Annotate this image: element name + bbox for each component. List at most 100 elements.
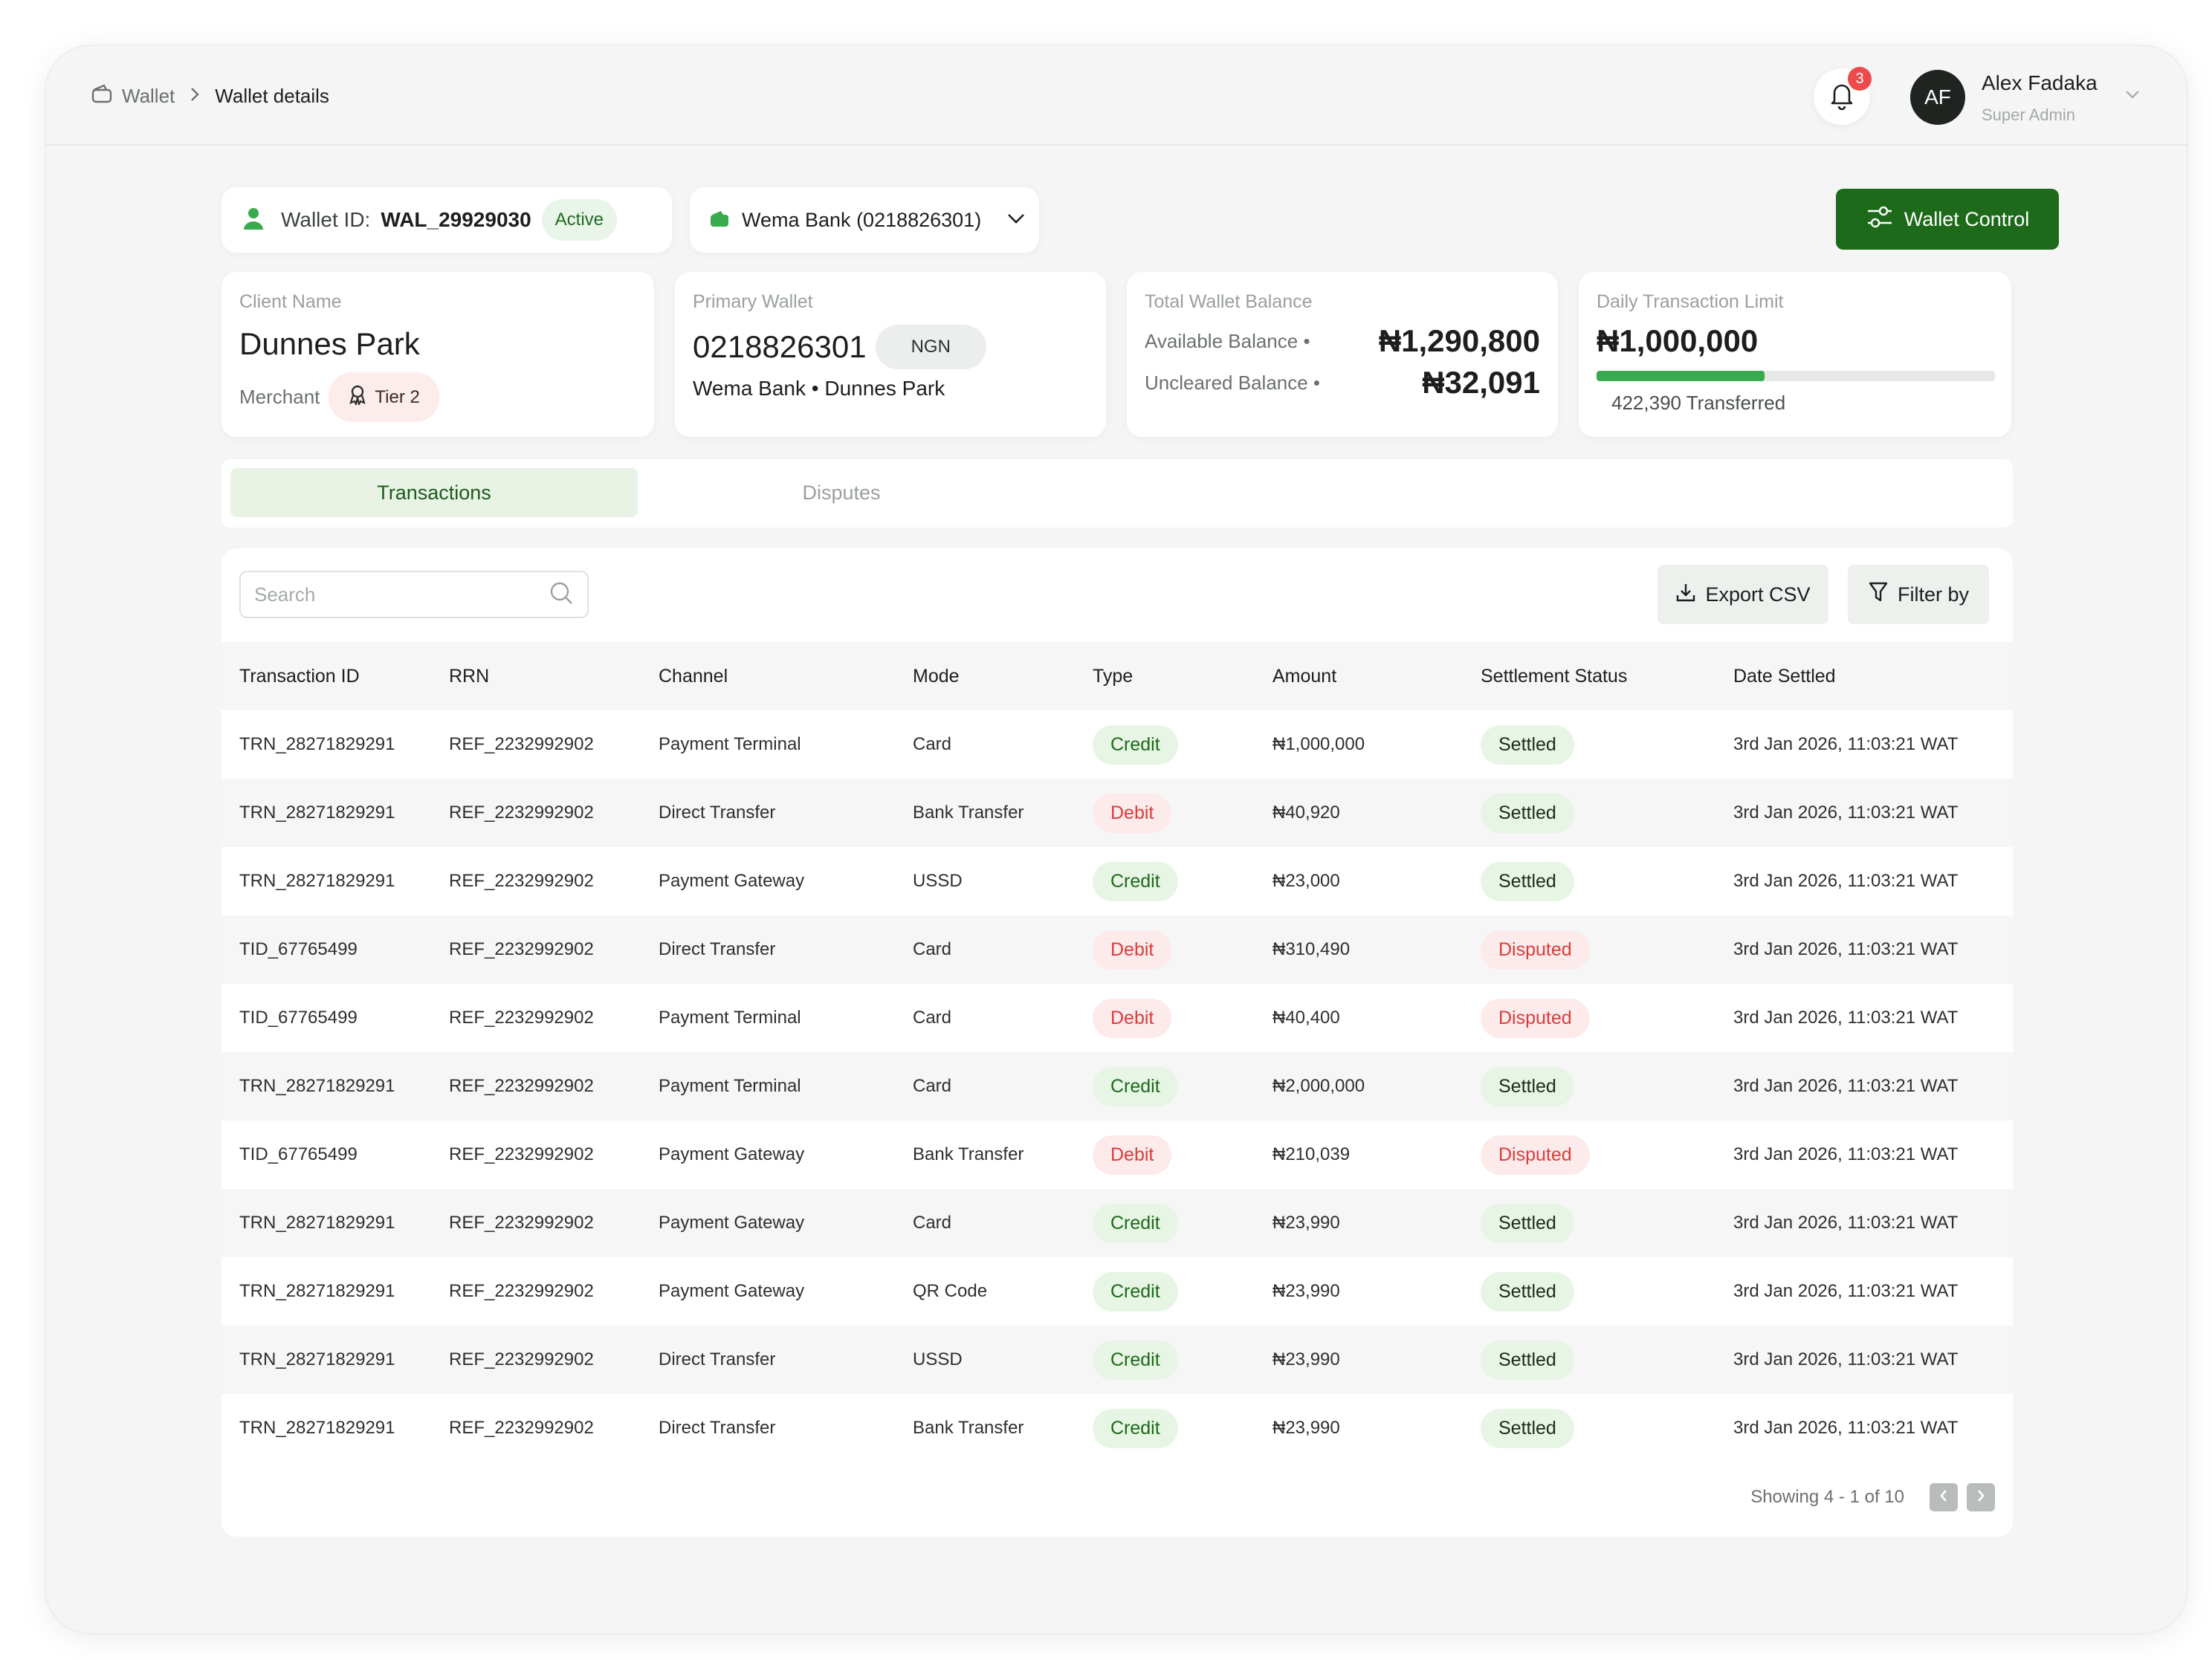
cell-type: Debit xyxy=(1093,915,1172,984)
cell-transaction-id: TRN_28271829291 xyxy=(239,803,395,823)
top-bar: Wallet Wallet details 3 AF Alex Fadaka S… xyxy=(46,46,2187,146)
status-badge: Active xyxy=(541,199,618,241)
breadcrumb: Wallet Wallet details xyxy=(91,83,329,109)
cell-settlement-status: Disputed xyxy=(1481,984,1590,1052)
download-icon xyxy=(1675,582,1696,608)
currency-badge: NGN xyxy=(875,325,986,369)
table-row[interactable]: TRN_28271829291 REF_2232992902 Direct Tran… xyxy=(221,1326,2013,1394)
column-header-date-settled: Date Settled xyxy=(1733,665,1836,687)
search-field[interactable] xyxy=(239,571,589,618)
user-icon xyxy=(242,207,265,234)
cell-rrn: REF_2232992902 xyxy=(449,1144,594,1164)
chevron-left-icon xyxy=(1938,1488,1949,1507)
cell-channel: Payment Terminal xyxy=(659,1008,801,1028)
user-role: Super Admin xyxy=(1982,106,2075,124)
client-type: Merchant xyxy=(239,386,320,408)
cell-transaction-id: TRN_28271829291 xyxy=(239,1213,395,1233)
cell-channel: Direct Transfer xyxy=(659,939,776,959)
wallet-control-button[interactable]: Wallet Control xyxy=(1836,189,2059,250)
tab-transactions[interactable]: Transactions xyxy=(230,468,638,517)
status-badge: Settled xyxy=(1481,1271,1574,1312)
cell-settlement-status: Settled xyxy=(1481,1189,1574,1257)
bank-line: Wema Bank • Dunnes Park xyxy=(693,377,945,400)
status-badge: Settled xyxy=(1481,1340,1574,1380)
cell-rrn: REF_2232992902 xyxy=(449,803,594,823)
notifications-button[interactable]: 3 xyxy=(1814,67,1872,125)
cell-mode: QR Code xyxy=(913,1281,988,1301)
table-row[interactable]: TRN_28271829291 REF_2232992902 Direct Tran… xyxy=(221,779,2013,847)
cell-mode: Card xyxy=(913,1213,952,1233)
bell-icon xyxy=(1828,80,1855,114)
column-header-settlement-status: Settlement Status xyxy=(1481,665,1628,687)
table-row[interactable]: TID_67765499 REF_2232992902 Payment Gatewa… xyxy=(221,1121,2013,1189)
chevron-down-icon[interactable] xyxy=(2124,89,2141,103)
cell-channel: Payment Gateway xyxy=(659,1281,805,1301)
cell-channel: Payment Terminal xyxy=(659,734,801,754)
cell-amount: ₦23,990 xyxy=(1272,1213,1340,1233)
next-page-button[interactable] xyxy=(1967,1483,1995,1511)
cell-rrn: REF_2232992902 xyxy=(449,1349,594,1369)
client-name: Dunnes Park xyxy=(239,326,420,361)
cell-rrn: REF_2232992902 xyxy=(449,1213,594,1233)
filter-icon xyxy=(1868,581,1889,609)
cell-settlement-status: Disputed xyxy=(1481,1121,1590,1189)
search-icon xyxy=(549,580,574,609)
cell-channel: Payment Gateway xyxy=(659,1213,805,1233)
cell-settlement-status: Settled xyxy=(1481,1257,1574,1326)
table-row[interactable]: TRN_28271829291 REF_2232992902 Payment Gat… xyxy=(221,1189,2013,1257)
client-card: Client Name Dunnes Park Merchant Tier 2 xyxy=(221,272,654,437)
breadcrumb-current: Wallet details xyxy=(215,85,329,107)
export-csv-button[interactable]: Export CSV xyxy=(1658,565,1828,624)
limit-progress-bar xyxy=(1597,371,1995,381)
cell-rrn: REF_2232992902 xyxy=(449,1418,594,1438)
cell-mode: Card xyxy=(913,939,952,959)
avatar[interactable]: AF xyxy=(1910,70,1965,125)
type-badge: Credit xyxy=(1093,1408,1178,1448)
type-badge: Debit xyxy=(1093,998,1172,1038)
transactions-card: Export CSV Filter by Transaction ID RRN Ch… xyxy=(221,548,2013,1537)
tab-disputes[interactable]: Disputes xyxy=(802,481,881,504)
table-row[interactable]: TID_67765499 REF_2232992902 Payment Termin… xyxy=(221,984,2013,1052)
available-balance-label: Available Balance • xyxy=(1145,329,1310,352)
bank-select[interactable]: Wema Bank (0218826301) xyxy=(690,187,1039,253)
cell-type: Credit xyxy=(1093,1052,1178,1121)
table-row[interactable]: TRN_28271829291 REF_2232992902 Direct Tran… xyxy=(221,1394,2013,1462)
table-row[interactable]: TRN_28271829291 REF_2232992902 Payment Ter… xyxy=(221,1052,2013,1121)
cell-mode: Card xyxy=(913,1008,952,1028)
prev-page-button[interactable] xyxy=(1930,1483,1958,1511)
app-frame: Wallet Wallet details 3 AF Alex Fadaka S… xyxy=(46,46,2187,1633)
wallet-id-value: WAL_29929030 xyxy=(381,208,531,231)
export-csv-label: Export CSV xyxy=(1705,583,1811,606)
breadcrumb-root[interactable]: Wallet xyxy=(122,85,175,107)
cell-type: Debit xyxy=(1093,1121,1172,1189)
cell-transaction-id: TRN_28271829291 xyxy=(239,871,395,891)
type-badge: Credit xyxy=(1093,861,1178,901)
cell-type: Credit xyxy=(1093,710,1178,779)
cell-channel: Payment Gateway xyxy=(659,871,805,891)
search-input[interactable] xyxy=(254,583,522,606)
cell-transaction-id: TID_67765499 xyxy=(239,1008,358,1028)
cell-settlement-status: Settled xyxy=(1481,710,1574,779)
cell-rrn: REF_2232992902 xyxy=(449,1281,594,1301)
cell-settlement-status: Settled xyxy=(1481,1326,1574,1394)
cell-settlement-status: Settled xyxy=(1481,847,1574,915)
column-header-amount: Amount xyxy=(1272,665,1337,687)
cell-settlement-status: Settled xyxy=(1481,1394,1574,1462)
column-header-transaction-id: Transaction ID xyxy=(239,665,360,687)
chevron-right-icon xyxy=(190,85,200,108)
uncleared-balance-label: Uncleared Balance • xyxy=(1145,371,1321,394)
table-row[interactable]: TRN_28271829291 REF_2232992902 Payment Gat… xyxy=(221,847,2013,915)
column-header-rrn: RRN xyxy=(449,665,490,687)
cell-transaction-id: TRN_28271829291 xyxy=(239,1281,395,1301)
cell-date-settled: 3rd Jan 2026, 11:03:21 WAT xyxy=(1733,803,1959,823)
status-badge: Settled xyxy=(1481,793,1574,833)
cell-channel: Payment Gateway xyxy=(659,1144,805,1164)
filter-button[interactable]: Filter by xyxy=(1848,565,1989,624)
status-badge: Settled xyxy=(1481,724,1574,765)
cell-transaction-id: TID_67765499 xyxy=(239,1144,358,1164)
limit-progress-fill xyxy=(1597,371,1765,381)
table-row[interactable]: TID_67765499 REF_2232992902 Direct Transfe… xyxy=(221,915,2013,984)
table-row[interactable]: TRN_28271829291 REF_2232992902 Payment Ter… xyxy=(221,710,2013,779)
cell-settlement-status: Settled xyxy=(1481,1052,1574,1121)
table-row[interactable]: TRN_28271829291 REF_2232992902 Payment Gat… xyxy=(221,1257,2013,1326)
